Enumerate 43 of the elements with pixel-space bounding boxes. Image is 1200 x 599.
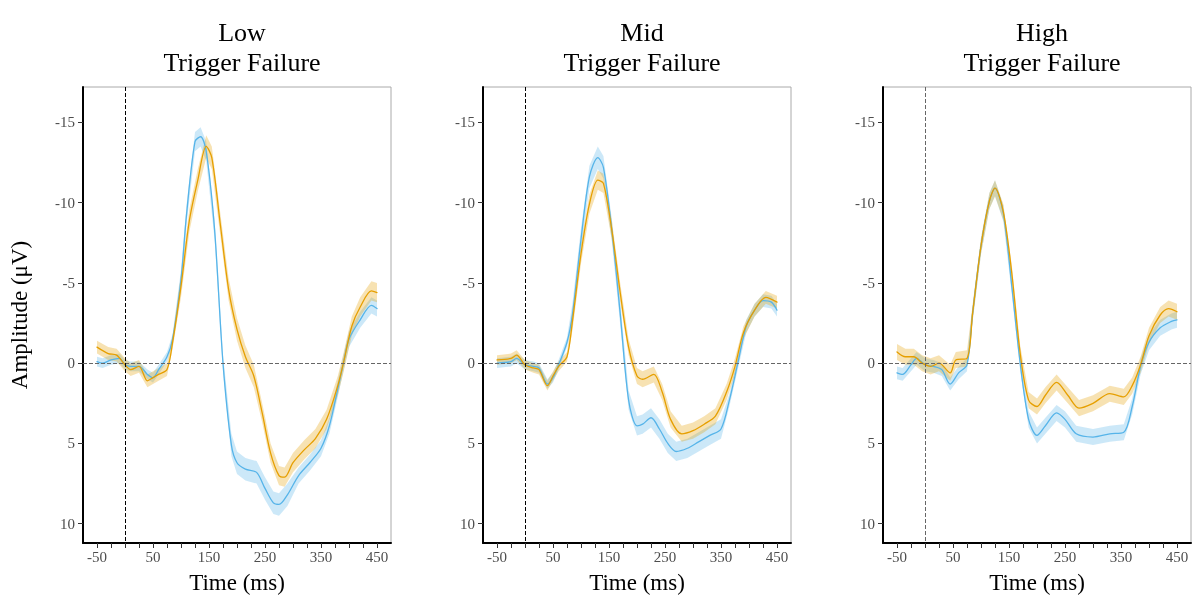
x-axis-title: Time (ms) — [989, 570, 1085, 595]
y-tick-label: -15 — [55, 114, 75, 131]
y-tick-label: 10 — [60, 515, 75, 532]
x-tick-label: 50 — [145, 548, 161, 565]
x-axis-title: Time (ms) — [589, 570, 685, 595]
chart-title: Low Trigger Failure — [163, 17, 321, 77]
y-tick-label: 10 — [860, 515, 875, 532]
y-tick-label: -15 — [455, 114, 475, 131]
x-tick-label: -50 — [887, 548, 907, 565]
x-tick-label: 250 — [653, 548, 677, 565]
y-tick-label: 5 — [67, 435, 75, 452]
chart-title: Mid Trigger Failure — [563, 17, 721, 77]
x-tick-label: 450 — [365, 548, 389, 565]
x-tick-label: 50 — [945, 548, 961, 565]
x-tick-label: -50 — [487, 548, 507, 565]
x-tick-label: 150 — [997, 548, 1021, 565]
x-tick-label: -50 — [87, 548, 107, 565]
y-tick-label: -10 — [855, 194, 875, 211]
y-tick-label: -10 — [455, 194, 475, 211]
x-tick-label: 450 — [1165, 548, 1189, 565]
x-tick-label: 250 — [253, 548, 277, 565]
chart-title: High Trigger Failure — [963, 17, 1121, 77]
y-tick-label: 0 — [467, 355, 475, 372]
x-axis-title: Time (ms) — [189, 570, 285, 595]
y-tick-label: 0 — [67, 355, 75, 372]
x-tick-label: 150 — [197, 548, 221, 565]
y-tick-label: 0 — [867, 355, 875, 372]
x-tick-label: 250 — [1053, 548, 1077, 565]
y-tick-label: -5 — [862, 274, 875, 291]
y-tick-label: -10 — [55, 194, 75, 211]
x-tick-label: 450 — [765, 548, 789, 565]
x-tick-label: 350 — [309, 548, 333, 565]
x-tick-label: 350 — [1109, 548, 1133, 565]
y-tick-label: -5 — [62, 274, 75, 291]
y-tick-label: 5 — [867, 435, 875, 452]
y-axis-title: Amplitude (μV) — [7, 240, 32, 390]
y-tick-label: -5 — [462, 274, 475, 291]
x-tick-label: 50 — [545, 548, 561, 565]
y-tick-label: -15 — [855, 114, 875, 131]
x-tick-label: 150 — [597, 548, 621, 565]
x-tick-label: 350 — [709, 548, 733, 565]
y-tick-label: 5 — [467, 435, 475, 452]
y-tick-label: 10 — [460, 515, 475, 532]
